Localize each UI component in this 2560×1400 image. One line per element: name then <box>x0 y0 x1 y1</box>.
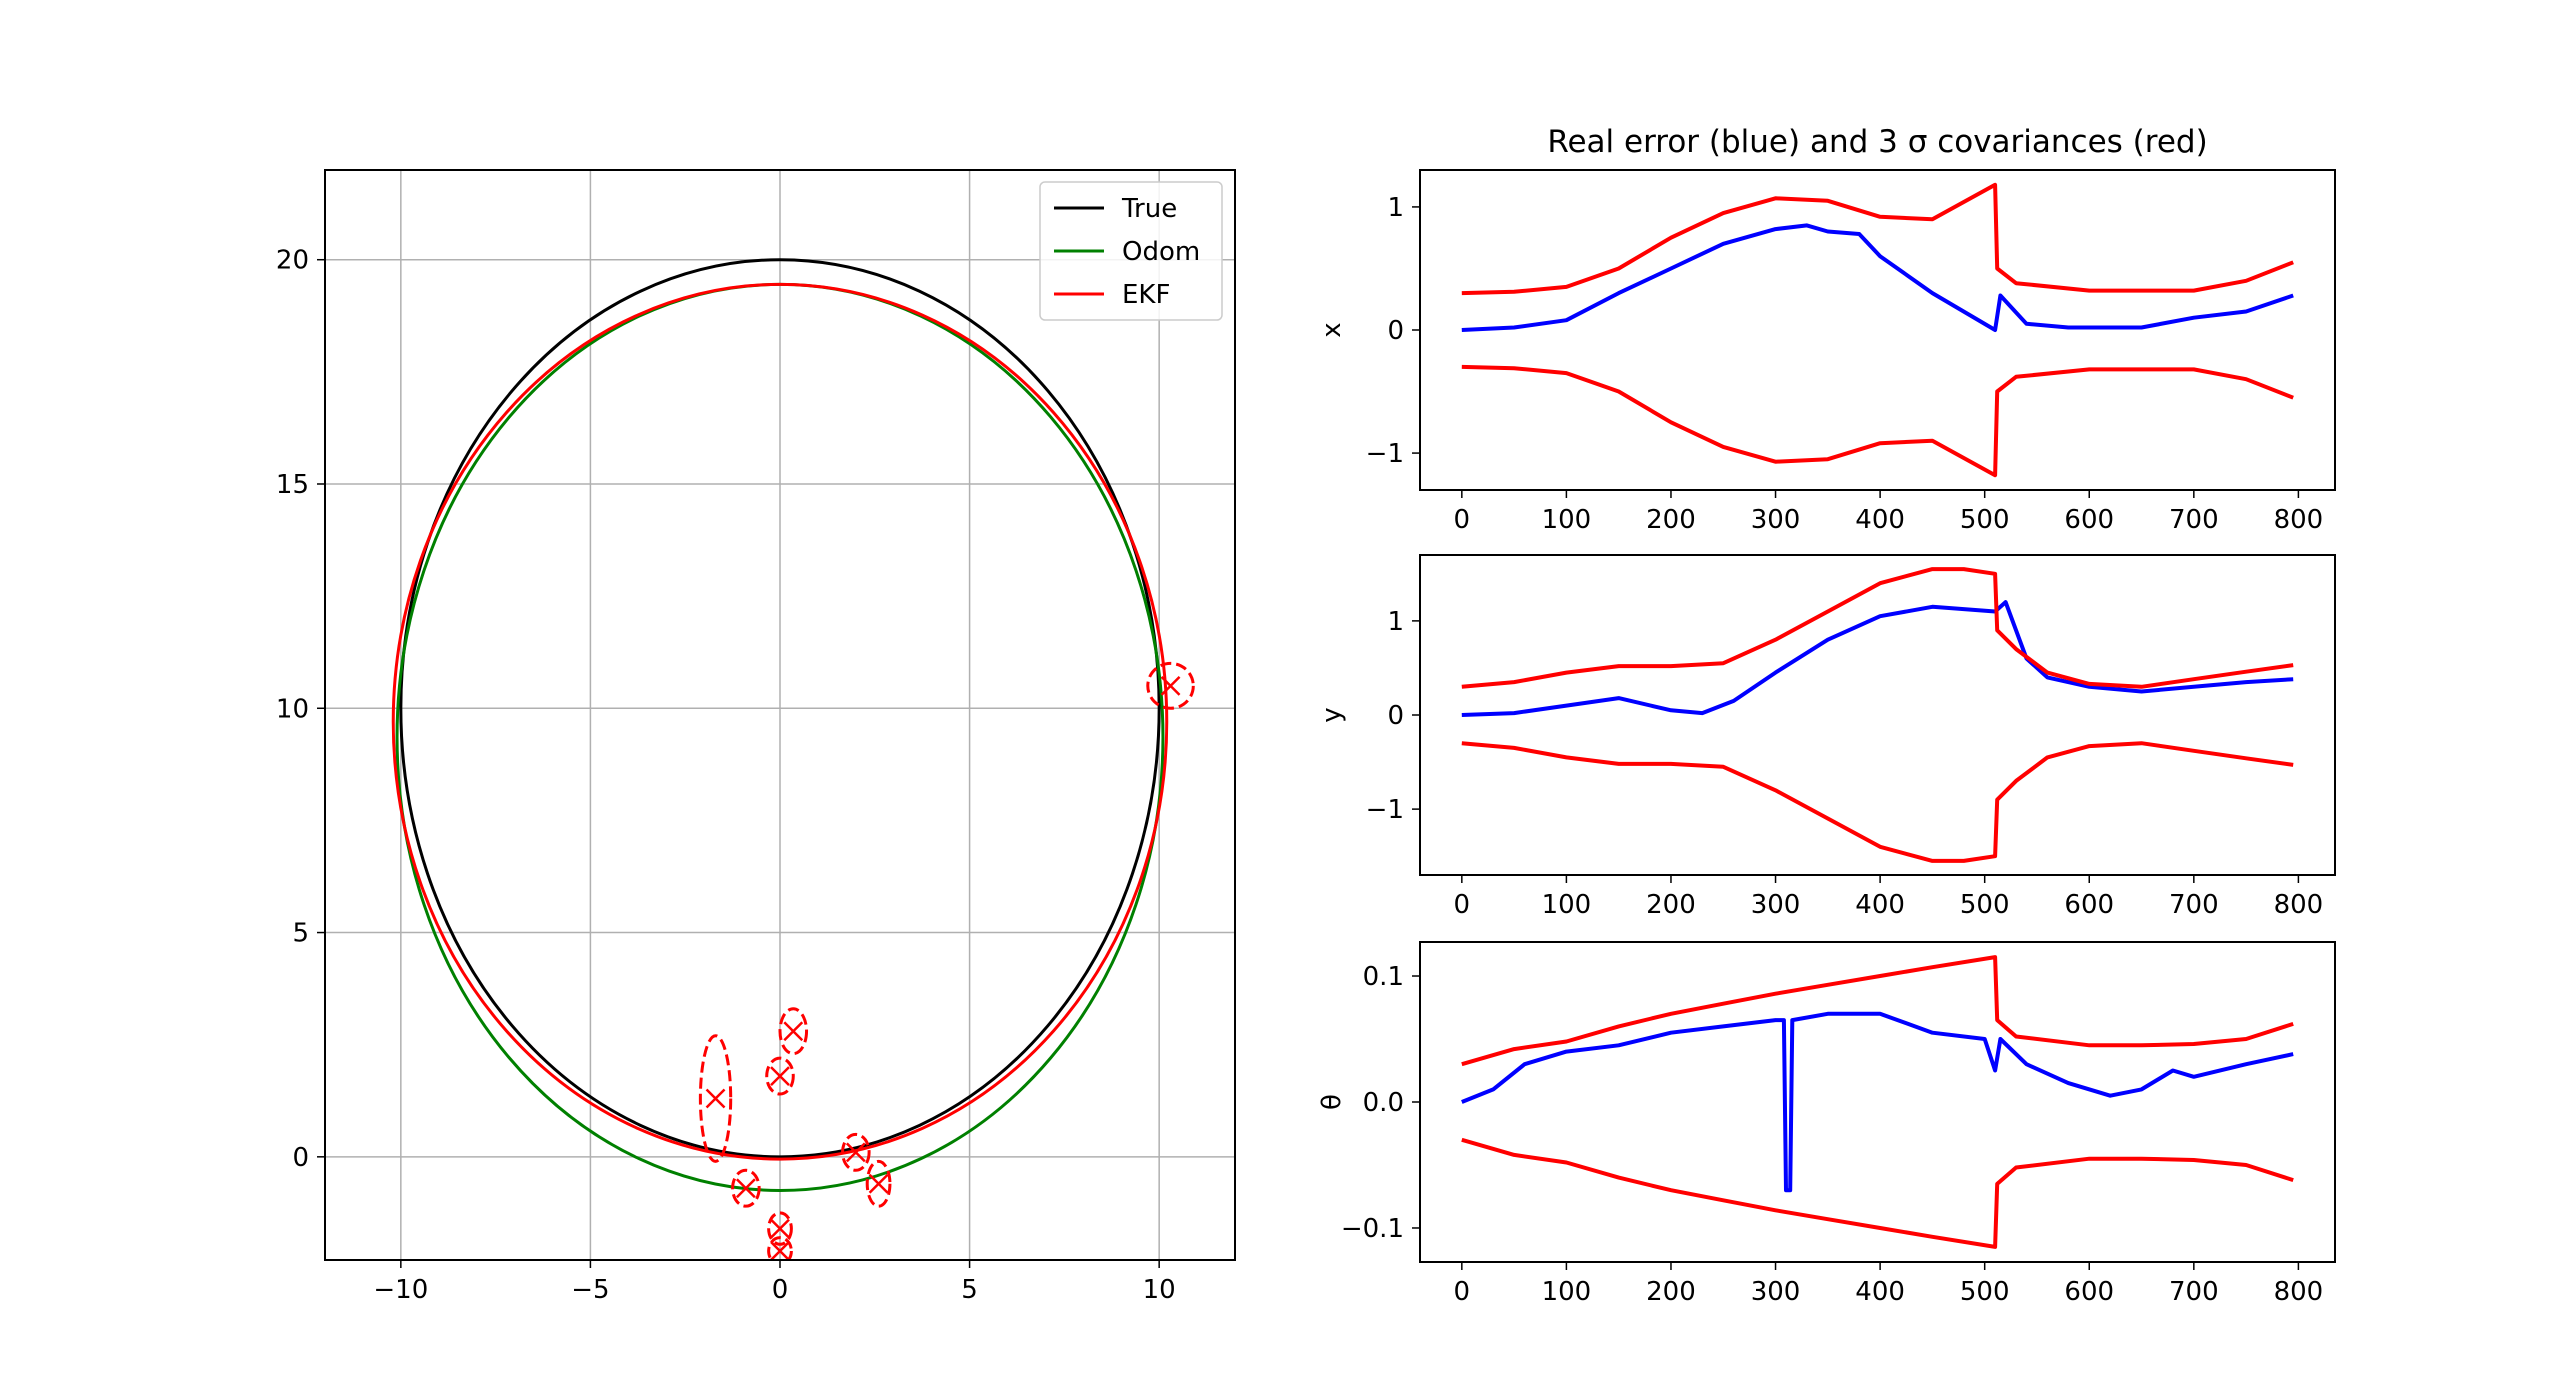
x-tick-label: 600 <box>2064 890 2114 920</box>
trajectory-ticks: −10 −5 0 5 10 0 5 10 15 20 <box>276 246 1176 1305</box>
trajectory-plot: −10 −5 0 5 10 0 5 10 15 20 True Odom EKF <box>276 169 1236 1305</box>
x-tick-label: −5 <box>571 1275 609 1305</box>
x-tick-label: 0 <box>1454 505 1471 535</box>
landmark-marker <box>1160 675 1181 696</box>
x-tick-label: 700 <box>2169 890 2219 920</box>
landmark-covariance-ellipse <box>1146 661 1195 710</box>
y-tick-label: 0 <box>292 1143 309 1173</box>
landmark-marker <box>770 1218 790 1239</box>
series-error-line <box>1461 1011 2294 1193</box>
landmark-covariance-ellipse <box>765 1056 795 1096</box>
x-tick-label: 300 <box>1751 505 1801 535</box>
x-tick-label: 500 <box>1960 505 2010 535</box>
series-error-line <box>1461 600 2294 717</box>
legend-label-odom: Odom <box>1122 237 1200 267</box>
series-ekf-path <box>391 282 1169 1161</box>
y-tick-label: 0 <box>1387 316 1404 346</box>
landmark-covariance-ellipse <box>767 1236 793 1260</box>
x-tick-label: 400 <box>1855 1277 1905 1307</box>
theta-error-ylabel: θ <box>1317 1094 1347 1110</box>
x-error-ylabel: x <box>1317 322 1347 337</box>
y-tick-label: 0.0 <box>1363 1088 1404 1118</box>
x-tick-label: 100 <box>1542 505 1592 535</box>
series-cov-lower-line <box>1461 741 2294 863</box>
landmark-ellipses <box>698 661 1195 1260</box>
error-series-group <box>1461 567 2294 863</box>
y-tick-label: 0.1 <box>1363 962 1404 992</box>
x-tick-label: 100 <box>1542 890 1592 920</box>
x-tick-label: 600 <box>2064 1277 2114 1307</box>
legend-label-true: True <box>1121 194 1177 224</box>
landmark-covariance-ellipse <box>698 1034 733 1163</box>
series-cov-upper-line <box>1461 182 2294 296</box>
y-error-subplot: 0 100 200 300 400 500 600 700 800 −1 0 1 <box>1366 554 2336 920</box>
landmark-marker <box>868 1173 889 1194</box>
x-tick-label: 700 <box>2169 1277 2219 1307</box>
landmark-marker <box>770 1066 790 1086</box>
landmark-covariance-ellipse <box>778 1007 809 1056</box>
y-tick-label: 0 <box>1387 701 1404 731</box>
x-tick-label: 200 <box>1646 505 1696 535</box>
x-tick-label: 300 <box>1751 890 1801 920</box>
x-tick-label: 0 <box>772 1275 789 1305</box>
series-cov-upper-line <box>1461 567 2294 689</box>
y-tick-label: 1 <box>1387 193 1404 223</box>
legend-box <box>1039 181 1223 321</box>
x-tick-label: 400 <box>1855 505 1905 535</box>
y-tick-label: −1 <box>1366 795 1404 825</box>
x-tick-label: 800 <box>2274 1277 2324 1307</box>
series-cov-upper-line <box>1461 955 2294 1067</box>
series-true-path <box>399 258 1161 1159</box>
series-error-line <box>1461 223 2294 332</box>
x-error-subplot: 0 100 200 300 400 500 600 700 800 −1 0 1 <box>1366 169 2336 535</box>
x-tick-label: 500 <box>1960 1277 2010 1307</box>
landmark-marker <box>770 1241 790 1260</box>
error-series-group <box>1461 955 2294 1249</box>
x-tick-label: 700 <box>2169 505 2219 535</box>
y-tick-label: 20 <box>276 246 309 276</box>
error-plots-title: Real error (blue) and 3 σ covariances (r… <box>1547 124 2207 160</box>
x-tick-label: 0 <box>1454 1277 1471 1307</box>
y-tick-label: −1 <box>1366 439 1404 469</box>
trajectory-legend: True Odom EKF <box>1039 181 1223 321</box>
landmark-covariance-ellipse <box>841 1132 871 1172</box>
y-tick-label: 5 <box>292 919 309 949</box>
landmark-covariance-ellipse <box>731 1168 761 1208</box>
error-series-group <box>1461 182 2294 478</box>
landmark-marker <box>735 1178 756 1199</box>
landmark-marker <box>845 1142 866 1163</box>
landmark-marker <box>783 1021 804 1042</box>
x-tick-label: 10 <box>1143 1275 1176 1305</box>
y-tick-label: 10 <box>276 694 309 724</box>
y-error-ylabel: y <box>1317 707 1347 722</box>
x-tick-label: 200 <box>1646 890 1696 920</box>
x-tick-label: 400 <box>1855 890 1905 920</box>
theta-error-subplot: 0 100 200 300 400 500 600 700 800 −0.1 0.0 0.1 <box>1341 941 2336 1307</box>
landmark-covariance-ellipse <box>865 1159 892 1208</box>
x-tick-label: 800 <box>2274 505 2324 535</box>
x-tick-label: 5 <box>961 1275 978 1305</box>
y-tick-label: 15 <box>276 470 309 500</box>
series-cov-lower-line <box>1461 364 2294 478</box>
landmark-covariance-ellipse <box>767 1211 793 1246</box>
x-tick-label: 0 <box>1454 890 1471 920</box>
x-tick-label: 800 <box>2274 890 2324 920</box>
legend-label-ekf: EKF <box>1122 280 1170 310</box>
series-cov-lower-line <box>1461 1137 2294 1249</box>
x-tick-label: 600 <box>2064 505 2114 535</box>
x-tick-label: 300 <box>1751 1277 1801 1307</box>
x-tick-label: 500 <box>1960 890 2010 920</box>
x-tick-label: 200 <box>1646 1277 1696 1307</box>
x-tick-label: 100 <box>1542 1277 1592 1307</box>
y-tick-label: 1 <box>1387 607 1404 637</box>
x-tick-label: −10 <box>373 1275 428 1305</box>
landmark-marker <box>705 1088 726 1109</box>
y-tick-label: −0.1 <box>1341 1214 1404 1244</box>
trajectory-series <box>391 258 1169 1192</box>
